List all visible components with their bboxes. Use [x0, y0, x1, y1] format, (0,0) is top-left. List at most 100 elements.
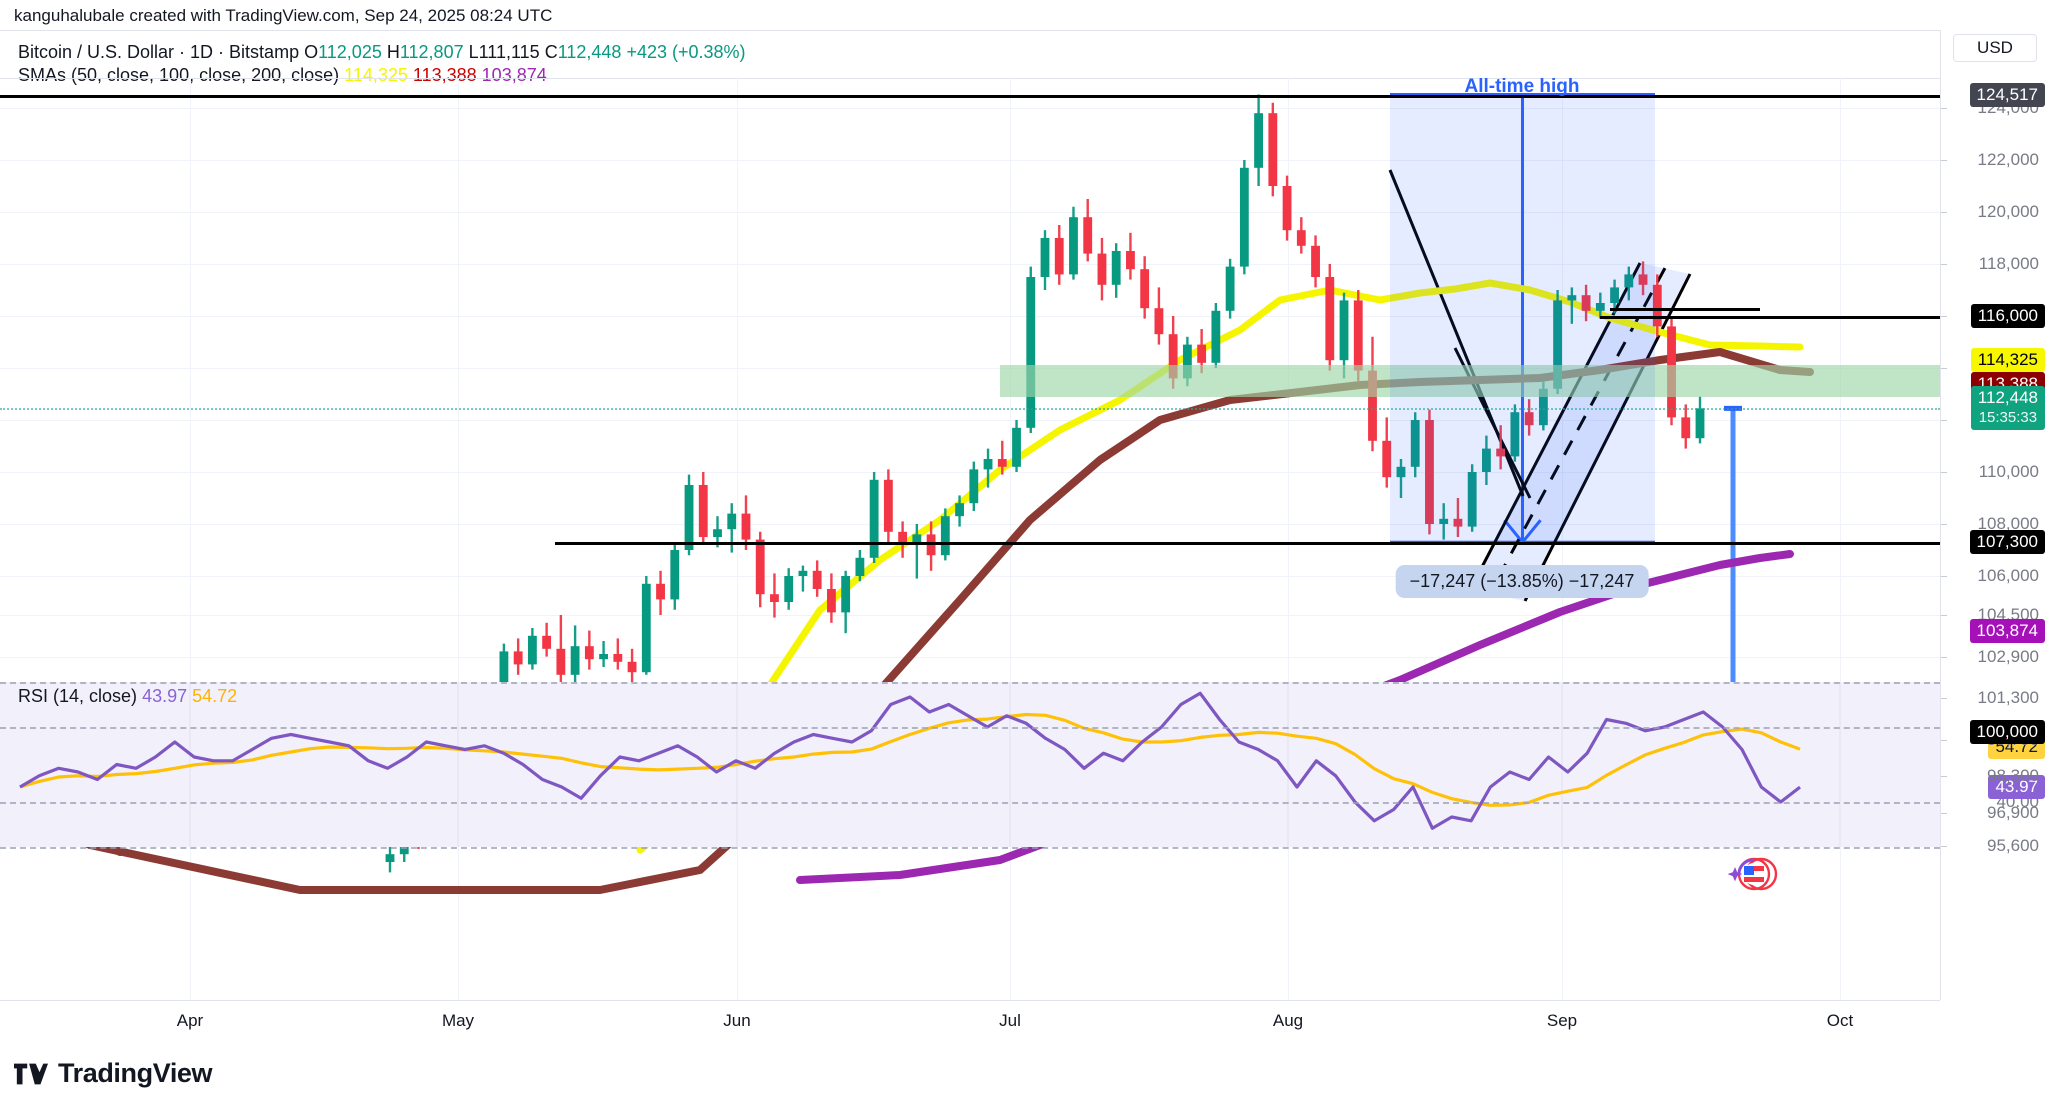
price-badge[interactable]: 116,000 [1970, 304, 2045, 328]
candle-body [1581, 295, 1591, 311]
grid-line-horizontal [0, 656, 1940, 658]
drop-measure-pill[interactable]: −17,247 (−13.85%) −17,247 [1395, 565, 1649, 598]
price-axis-tick [1941, 656, 1947, 658]
price-axis-label: 104,500 [1977, 605, 2039, 624]
price-axis-label: 95,600 [1987, 836, 2039, 856]
horizontal-level-line[interactable] [1600, 316, 1940, 319]
all-time-high-label[interactable]: All-time high [1464, 76, 1580, 97]
candle-body [1695, 408, 1705, 439]
price-badge[interactable]: 107,300 [1969, 530, 2045, 555]
close-label: C [544, 42, 558, 62]
sma200-value: 103,874 [481, 65, 547, 85]
candle-body [798, 570, 808, 576]
high-value: 112,807 [399, 42, 464, 62]
candle-body [698, 485, 708, 537]
price-plot-area[interactable]: All-time highTarget−17,247 (−13.85%) −17… [0, 76, 1951, 1000]
candle-body [1467, 472, 1477, 527]
candle-body [898, 531, 908, 545]
legend-sma-row[interactable]: SMAs (50, close, 100, close, 200, close)… [18, 64, 746, 86]
price-axis-label: 98,300 [1987, 766, 2039, 786]
price-scale[interactable]: USD 60.0040.0054.7243.97124,000122,00012… [1940, 30, 2048, 1000]
grid-line-horizontal [0, 316, 1940, 317]
candle-body [1553, 300, 1563, 389]
rsi-level-line [0, 682, 1940, 684]
rsi-level-line [0, 847, 1940, 849]
grid-line-horizontal [0, 160, 1940, 161]
time-axis-label: Apr [176, 1011, 204, 1030]
horizontal-level-line[interactable] [0, 94, 1940, 98]
candle-body [784, 576, 794, 602]
rsi-legend[interactable]: RSI (14, close) 43.97 54.72 [18, 686, 237, 707]
candle-body [1154, 308, 1164, 335]
candle-body [912, 534, 922, 545]
candle-body [627, 661, 637, 673]
economic-event-badge-icon[interactable] [1725, 853, 1781, 900]
candle-body [826, 589, 836, 613]
price-badge[interactable]: 114,325 [1970, 347, 2045, 372]
grid-line-vertical [190, 78, 191, 1000]
price-axis-label: 102,900 [1977, 646, 2039, 666]
candle-body [542, 635, 552, 649]
candle-body [1311, 245, 1320, 277]
trend-channel-fill [1470, 263, 1690, 601]
low-label: L [468, 42, 479, 62]
price-badge[interactable]: 112,448 15:35:33 [1970, 386, 2045, 431]
price-axis-label: 106,000 [1977, 566, 2039, 585]
minor-resistance-line[interactable] [1610, 308, 1760, 312]
candle-body [1254, 113, 1264, 168]
price-axis-tick [1941, 264, 1947, 265]
sma50-value: 114,325 [344, 65, 408, 85]
legend-symbol-row[interactable]: Bitcoin / U.S. Dollar · 1D · Bitstamp O1… [18, 40, 746, 64]
candle-body [385, 854, 395, 862]
rsi-line [19, 691, 1801, 830]
price-axis-tick [1941, 420, 1947, 421]
header-divider [0, 30, 2048, 31]
candle-body [1012, 427, 1021, 467]
grid-line-horizontal [0, 108, 1940, 109]
candle-body [1652, 284, 1662, 327]
price-badge[interactable]: 103,874 [1969, 619, 2045, 644]
candle-body [1524, 412, 1534, 426]
high-label: H [386, 42, 400, 62]
candle-body [1681, 417, 1691, 439]
grid-line-vertical [1288, 78, 1289, 1000]
candle-body [584, 646, 594, 660]
rsi-pane[interactable]: RSI (14, close) 43.97 54.72 [0, 682, 1940, 849]
rsi-title: RSI (14, close) [18, 686, 138, 706]
price-axis-label: 101,300 [1977, 688, 2039, 708]
candle-body [1097, 253, 1107, 285]
support-zone-band[interactable] [1000, 365, 1940, 397]
currency-button[interactable]: USD [1953, 34, 2037, 62]
candle-body [855, 557, 865, 576]
candle-body [755, 539, 765, 595]
price-badge[interactable]: 100,000 [1969, 720, 2045, 744]
candle-body [599, 654, 609, 660]
candle-body [841, 576, 851, 613]
candle-body [983, 459, 993, 470]
price-badge[interactable]: 124,517 [1969, 82, 2045, 107]
close-value: 112,448 [557, 42, 622, 62]
candle-body [1239, 167, 1249, 267]
candle-body [969, 469, 979, 504]
candle-body [1481, 448, 1491, 472]
candle-body [1638, 274, 1648, 285]
candle-body [1339, 300, 1349, 361]
candle-body [1026, 277, 1036, 428]
price-axis-label: 118,000 [1978, 254, 2039, 273]
candle-body [1496, 448, 1506, 457]
rsi-signal-value: 54.72 [192, 686, 238, 706]
candle-body [1595, 303, 1605, 311]
candle-body [883, 479, 893, 532]
candle-body [1168, 334, 1178, 379]
rsi-signal-line [19, 712, 1801, 807]
rsi-value-price-badge[interactable]: 43.97 [1988, 775, 2045, 800]
candle-body [684, 485, 694, 550]
rsi-value: 43.97 [142, 686, 188, 706]
grid-line-horizontal [0, 420, 1940, 421]
price-axis-tick [1941, 698, 1947, 700]
candle-body [641, 583, 651, 673]
horizontal-level-line[interactable] [555, 542, 1940, 546]
time-axis[interactable]: Apr May Jun Jul Aug Sep Oct [0, 1000, 1940, 1045]
price-axis-tick [1941, 160, 1947, 161]
